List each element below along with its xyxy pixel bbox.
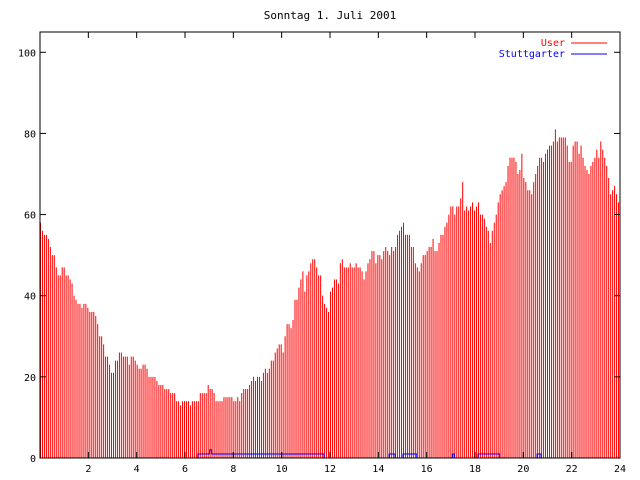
x-tick-label: 8	[230, 464, 236, 475]
x-tick-label: 20	[517, 464, 529, 475]
x-tick-label: 24	[614, 464, 626, 475]
legend: User Stuttgarter	[499, 38, 607, 60]
y-tick-label: 60	[24, 211, 36, 222]
plot-area	[40, 129, 620, 459]
x-tick-label: 16	[421, 464, 433, 475]
x-tick-label: 14	[372, 464, 384, 475]
y-tick-label: 20	[24, 373, 36, 384]
y-tick-label: 100	[18, 48, 36, 59]
y-tick-label: 80	[24, 129, 36, 140]
x-tick-label: 12	[324, 464, 336, 475]
x-tick-label: 18	[469, 464, 481, 475]
y-tick-label: 40	[24, 292, 36, 303]
chart-title: Sonntag 1. Juli 2001	[264, 9, 396, 22]
x-tick-label: 6	[182, 464, 188, 475]
legend-label-stuttgarter: Stuttgarter	[499, 49, 565, 60]
x-tick-label: 22	[566, 464, 578, 475]
legend-label-user: User	[541, 38, 565, 49]
x-tick-label: 2	[85, 464, 91, 475]
x-tick-label: 4	[134, 464, 140, 475]
x-tick-label: 10	[276, 464, 288, 475]
y-tick-label: 0	[30, 454, 36, 465]
